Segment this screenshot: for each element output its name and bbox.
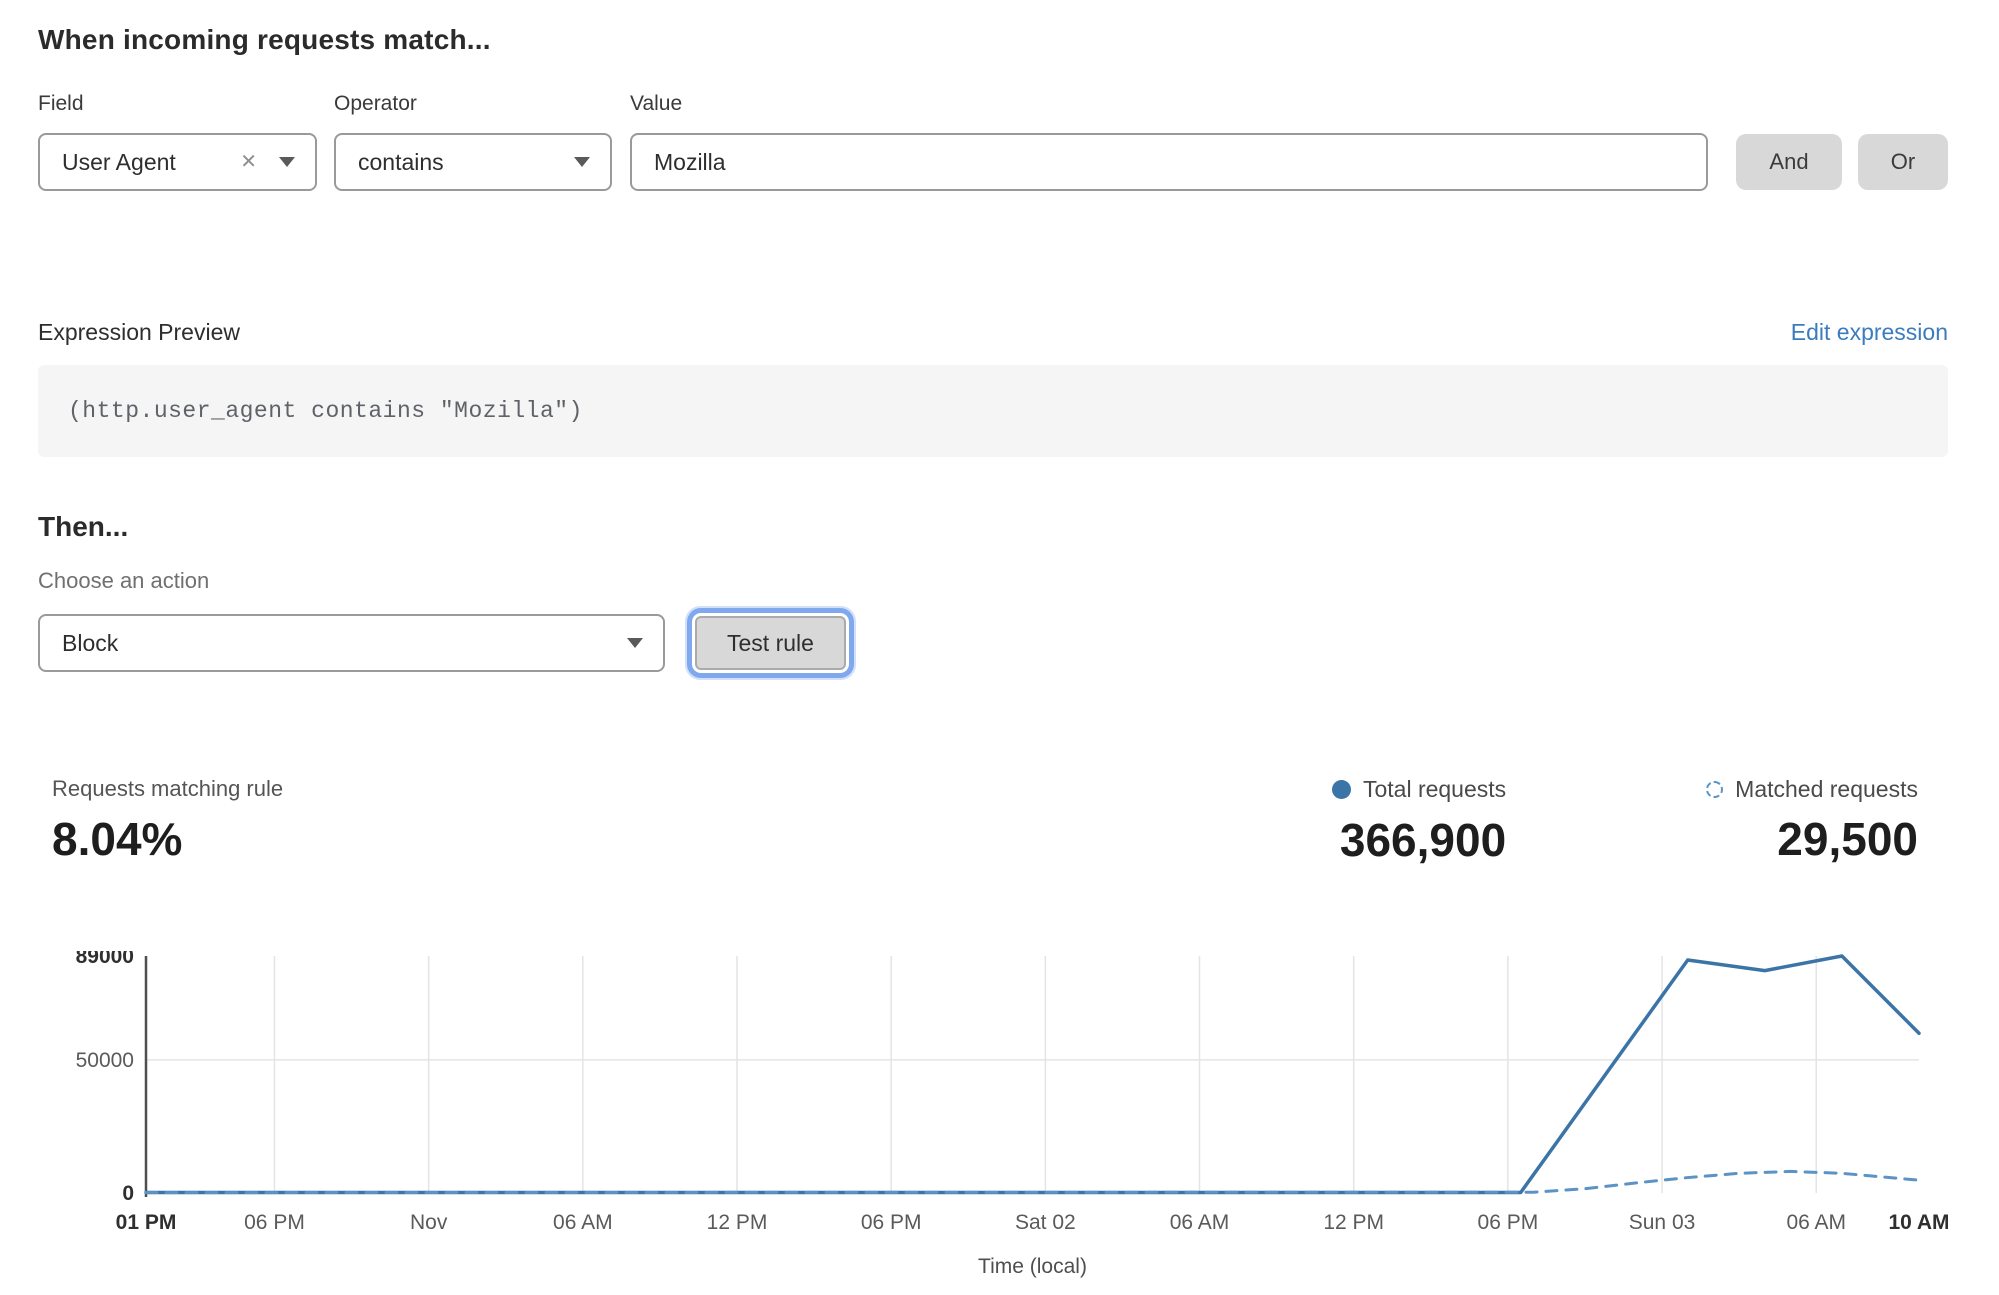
legend-stats: Total requests 366,900 Matched requests … — [1331, 776, 1918, 867]
svg-text:10 AM: 10 AM — [1888, 1211, 1948, 1234]
matched-requests-dashed-circle-icon — [1706, 781, 1724, 798]
operator-label: Operator — [334, 92, 417, 115]
field-labels-row: Field Operator Value — [38, 92, 1948, 116]
svg-text:0: 0 — [122, 1182, 134, 1205]
matched-requests-label: Matched requests — [1735, 776, 1918, 802]
stat-matched-requests: Matched requests 29,500 — [1706, 776, 1918, 867]
expression-code: (http.user_agent contains "Mozilla") — [68, 398, 583, 424]
requests-matching-label: Requests matching rule — [52, 776, 284, 801]
rule-controls-row: User Agent ✕ contains And Or — [38, 133, 1948, 191]
svg-text:50000: 50000 — [76, 1049, 134, 1072]
and-button[interactable]: And — [1736, 134, 1842, 190]
svg-text:06 AM: 06 AM — [1786, 1211, 1846, 1234]
total-requests-dot-icon — [1331, 780, 1351, 799]
operator-select[interactable]: contains — [334, 133, 612, 191]
clear-field-icon[interactable]: ✕ — [240, 151, 257, 173]
expression-preview-label: Expression Preview — [38, 319, 240, 345]
total-requests-label: Total requests — [1362, 776, 1507, 802]
stat-requests-matching: Requests matching rule 8.04% — [52, 776, 283, 866]
svg-text:Sat 02: Sat 02 — [1015, 1211, 1076, 1234]
svg-text:12 PM: 12 PM — [1323, 1211, 1384, 1234]
action-select[interactable]: Block — [38, 614, 665, 672]
chevron-down-icon — [574, 157, 590, 167]
chart-canvas: 0 50000 89000 01 PM 06 PM Nov 06 AM 12 PM 06 PM S… — [76, 951, 1948, 1278]
choose-action-label: Choose an action — [38, 568, 210, 593]
expression-header: Expression Preview Edit expression — [38, 319, 1948, 346]
chevron-down-icon — [627, 638, 643, 648]
field-label: Field — [38, 92, 84, 115]
edit-expression-link[interactable]: Edit expression — [1790, 319, 1948, 345]
test-rule-button[interactable]: Test rule — [695, 616, 846, 670]
operator-select-value: contains — [358, 148, 444, 175]
svg-text:12 PM: 12 PM — [707, 1211, 768, 1234]
svg-text:89000: 89000 — [76, 951, 134, 968]
expression-code-block: (http.user_agent contains "Mozilla") — [38, 365, 1948, 457]
svg-text:01 PM: 01 PM — [116, 1211, 177, 1234]
requests-matching-value: 8.04% — [52, 813, 183, 865]
total-requests-value: 366,900 — [1339, 814, 1507, 866]
requests-chart: 0 50000 89000 01 PM 06 PM Nov 06 AM 12 PM 06 PM S… — [38, 951, 1948, 1287]
stats-row: Requests matching rule 8.04% Total reque… — [38, 776, 1948, 867]
svg-text:Time (local): Time (local) — [978, 1255, 1087, 1278]
matched-requests-value: 29,500 — [1777, 813, 1918, 865]
svg-text:06 PM: 06 PM — [244, 1211, 305, 1234]
action-select-value: Block — [62, 629, 119, 656]
chevron-down-icon — [279, 157, 295, 167]
field-select[interactable]: User Agent ✕ — [38, 133, 317, 191]
field-select-value: User Agent — [62, 148, 176, 175]
svg-text:06 AM: 06 AM — [553, 1211, 613, 1234]
stat-total-requests: Total requests 366,900 — [1331, 776, 1507, 867]
value-label: Value — [630, 92, 683, 115]
svg-text:Nov: Nov — [410, 1211, 448, 1234]
svg-text:06 PM: 06 PM — [1478, 1211, 1539, 1234]
page-title: When incoming requests match... — [38, 24, 491, 55]
action-row: Block Test rule — [38, 614, 1948, 672]
value-input[interactable] — [630, 133, 1708, 191]
svg-text:06 PM: 06 PM — [861, 1211, 922, 1234]
then-heading: Then... — [38, 511, 129, 542]
or-button[interactable]: Or — [1858, 134, 1948, 190]
svg-text:Sun 03: Sun 03 — [1629, 1211, 1696, 1234]
svg-text:06 AM: 06 AM — [1170, 1211, 1230, 1234]
